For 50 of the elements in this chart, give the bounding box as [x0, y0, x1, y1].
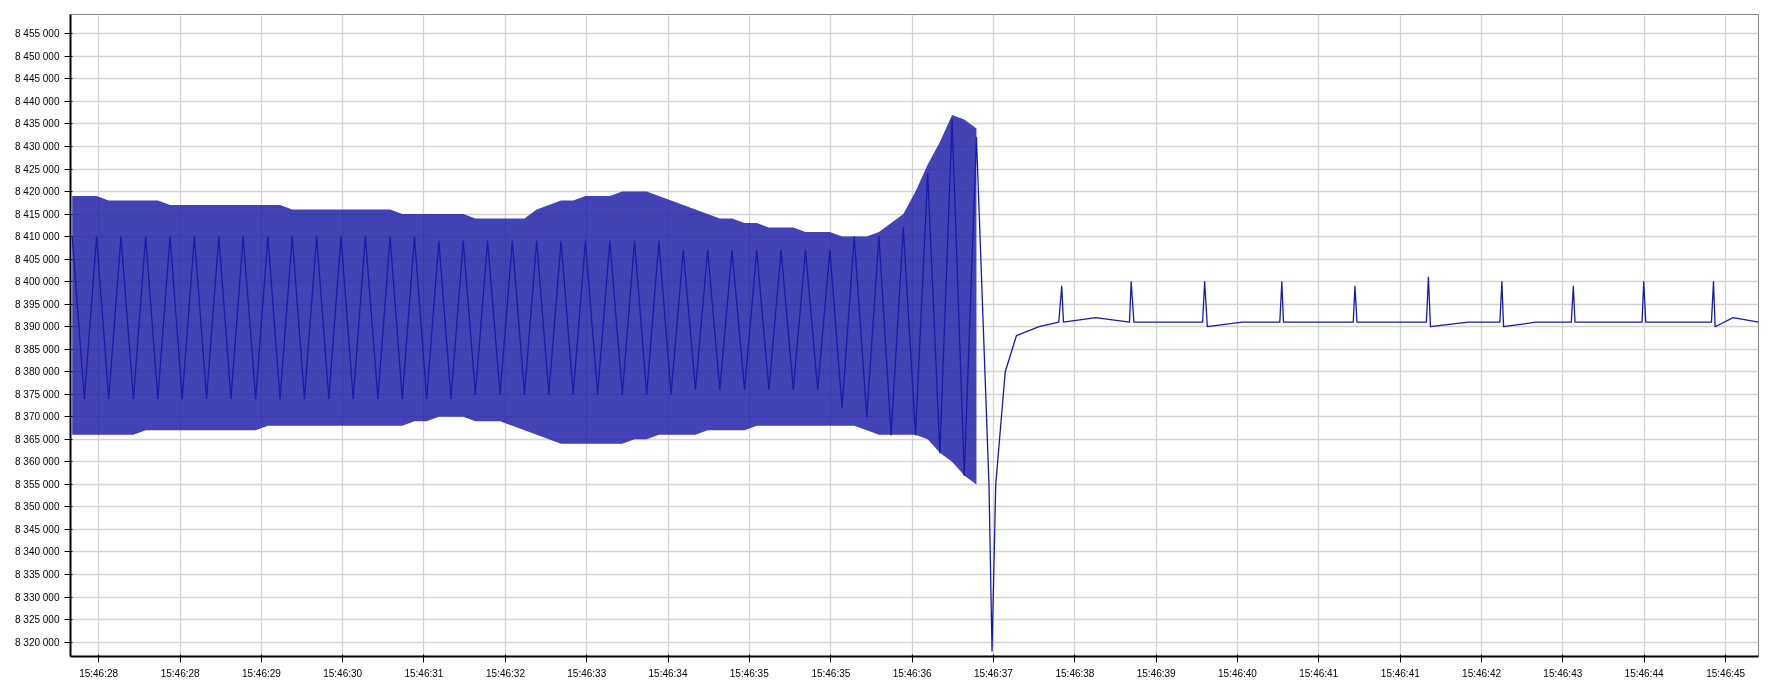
x-tick-label: 15:46:41 — [1299, 667, 1339, 679]
line-series — [71, 118, 1759, 652]
y-tick-label: 8 370 000 — [15, 411, 60, 423]
y-tick-label: 8 380 000 — [15, 366, 60, 378]
x-tick-label: 15:46:32 — [486, 667, 526, 679]
y-tick-label: 8 455 000 — [15, 28, 60, 40]
y-tick-label: 8 335 000 — [15, 569, 60, 580]
y-tick-label: 8 330 000 — [15, 591, 60, 603]
y-tick-label: 8 385 000 — [15, 343, 60, 355]
x-tick-label: 15:46:30 — [323, 667, 363, 679]
x-tick-label: 15:46:34 — [648, 667, 688, 679]
y-tick-label: 8 440 000 — [15, 95, 60, 107]
x-tick-label: 15:46:39 — [1136, 667, 1177, 679]
y-tick-label: 8 360 000 — [15, 456, 60, 468]
x-tick-label: 15:46:31 — [404, 667, 444, 679]
x-tick-label: 15:46:28 — [79, 667, 119, 679]
x-tick-label: 15:46:28 — [160, 667, 201, 679]
y-tick-label: 8 325 000 — [15, 614, 60, 626]
x-tick-label: 15:46:35 — [811, 667, 851, 679]
y-tick-label: 8 415 000 — [15, 208, 60, 220]
y-tick-label: 8 430 000 — [15, 141, 60, 152]
y-tick-label: 8 425 000 — [15, 163, 60, 175]
y-tick-label: 8 400 000 — [15, 276, 60, 288]
x-tick-label: 15:46:42 — [1462, 667, 1502, 679]
x-tick-label: 15:46:37 — [973, 667, 1014, 679]
y-tick-label: 8 390 000 — [15, 321, 60, 333]
x-tick-label: 15:46:41 — [1380, 667, 1421, 679]
x-tick-label: 15:46:43 — [1543, 667, 1583, 679]
x-tick-label: 15:46:33 — [567, 667, 607, 679]
x-tick-label: 15:46:44 — [1624, 667, 1664, 679]
y-tick-label: 8 375 000 — [15, 388, 60, 400]
x-tick-label: 15:46:38 — [1055, 667, 1095, 679]
y-tick-label: 8 350 000 — [15, 501, 60, 513]
y-tick-label: 8 405 000 — [15, 253, 60, 265]
y-tick-label: 8 445 000 — [15, 73, 60, 85]
x-tick-label: 15:46:40 — [1218, 667, 1258, 679]
x-tick-label: 15:46:36 — [892, 667, 933, 679]
y-tick-label: 8 420 000 — [15, 186, 60, 198]
x-tick-label: 15:46:29 — [241, 667, 282, 679]
y-tick-label: 8 410 000 — [15, 231, 60, 243]
y-tick-label: 8 355 000 — [15, 478, 60, 490]
y-tick-label: 8 450 000 — [15, 50, 60, 62]
y-tick-label: 8 395 000 — [15, 298, 60, 310]
x-tick-label: 15:46:45 — [1706, 667, 1746, 679]
x-tick-label: 15:46:35 — [729, 667, 770, 679]
y-tick-label: 8 435 000 — [15, 118, 60, 130]
y-tick-label: 8 320 000 — [15, 636, 60, 648]
y-tick-label: 8 345 000 — [15, 523, 60, 535]
y-tick-label: 8 340 000 — [15, 546, 60, 558]
y-tick-label: 8 365 000 — [15, 433, 60, 445]
